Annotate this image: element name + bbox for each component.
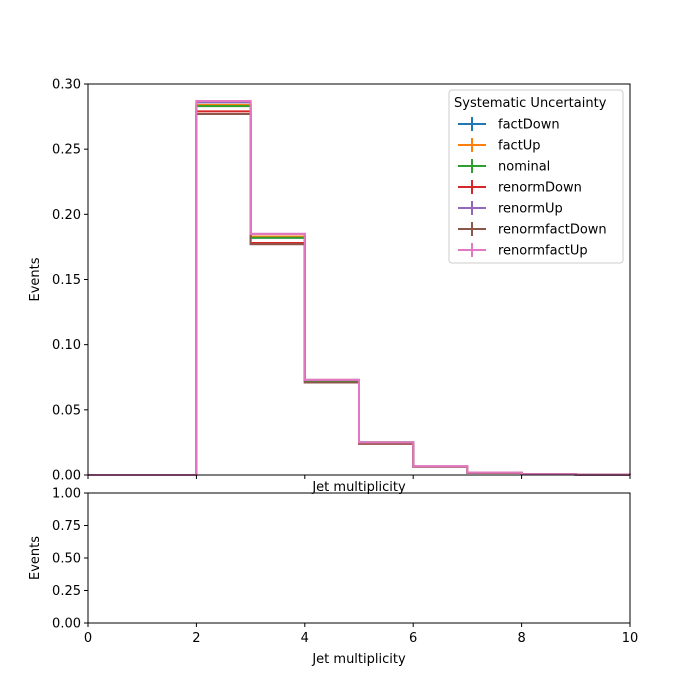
legend-entries: factDown factUp nominal renormDown renormUp r… bbox=[458, 117, 607, 259]
bottom-y-tick-label: 0.75 bbox=[52, 519, 81, 534]
legend-entry-factUp: factUp bbox=[458, 138, 541, 154]
main-histogram-panel: 0.00 0.05 0.10 0.15 0.20 0.25 0.30 Jet multipl… bbox=[28, 78, 631, 495]
legend-label: factUp bbox=[498, 139, 541, 154]
histogram-series-group bbox=[88, 99, 631, 476]
top-axes-frame bbox=[87, 83, 631, 476]
legend-label: renormUp bbox=[498, 202, 563, 217]
legend-title: Systematic Uncertainty bbox=[454, 96, 607, 111]
bottom-x-axis-label: Jet multiplicity bbox=[311, 652, 406, 667]
top-y-tick-label: 0.25 bbox=[52, 143, 81, 158]
legend-label: renormfactDown bbox=[498, 223, 607, 238]
ratio-panel: 0 2 4 6 8 10 0.00 0.25 0.50 0.75 1.00 Jet multipl… bbox=[28, 487, 638, 668]
legend: Systematic Uncertainty factDown factUp nom… bbox=[448, 89, 624, 264]
legend-entry-renormUp: renormUp bbox=[458, 201, 563, 217]
legend-entry-renormfactUp: renormfactUp bbox=[458, 243, 588, 259]
bottom-y-tick-label: 0.50 bbox=[52, 552, 81, 567]
bottom-x-tick-label: 2 bbox=[192, 631, 200, 646]
legend-label: factDown bbox=[498, 118, 560, 133]
bottom-y-tick-label: 1.00 bbox=[52, 487, 81, 502]
bottom-x-tick-label: 8 bbox=[517, 631, 525, 646]
bottom-x-tick-label: 4 bbox=[301, 631, 309, 646]
bottom-y-axis-label: Events bbox=[28, 536, 43, 580]
legend-label: renormDown bbox=[498, 181, 582, 196]
top-x-axis-label: Jet multiplicity bbox=[311, 480, 406, 495]
legend-entry-renormDown: renormDown bbox=[458, 180, 582, 196]
bottom-y-tick-label: 0.25 bbox=[52, 584, 81, 599]
legend-entry-renormfactDown: renormfactDown bbox=[458, 222, 607, 238]
top-y-tick-label: 0.30 bbox=[52, 78, 81, 93]
bottom-y-tick-label: 0.00 bbox=[52, 617, 81, 632]
legend-entry-factDown: factDown bbox=[458, 117, 560, 133]
top-x-ticks bbox=[87, 475, 631, 479]
top-y-ticks: 0.00 0.05 0.10 0.15 0.20 0.25 0.30 bbox=[52, 78, 88, 484]
bottom-x-tick-label: 6 bbox=[409, 631, 417, 646]
legend-entry-nominal: nominal bbox=[458, 159, 550, 175]
top-y-tick-label: 0.00 bbox=[52, 469, 81, 484]
bottom-x-tick-label: 10 bbox=[622, 631, 639, 646]
bottom-x-tick-label: 0 bbox=[84, 631, 92, 646]
legend-label: renormfactUp bbox=[498, 244, 588, 259]
bottom-y-ticks: 0.00 0.25 0.50 0.75 1.00 bbox=[52, 487, 88, 632]
series-line-renormfactUp bbox=[88, 99, 631, 476]
bottom-axes-frame bbox=[87, 492, 631, 624]
legend-label: nominal bbox=[498, 160, 550, 175]
top-y-tick-label: 0.15 bbox=[52, 273, 81, 288]
bottom-x-ticks: 0 2 4 6 8 10 bbox=[84, 623, 638, 646]
top-y-axis-label: Events bbox=[28, 257, 43, 301]
top-y-tick-label: 0.05 bbox=[52, 403, 81, 418]
legend-frame bbox=[448, 89, 624, 264]
top-y-tick-label: 0.10 bbox=[52, 338, 81, 353]
top-y-tick-label: 0.20 bbox=[52, 208, 81, 223]
